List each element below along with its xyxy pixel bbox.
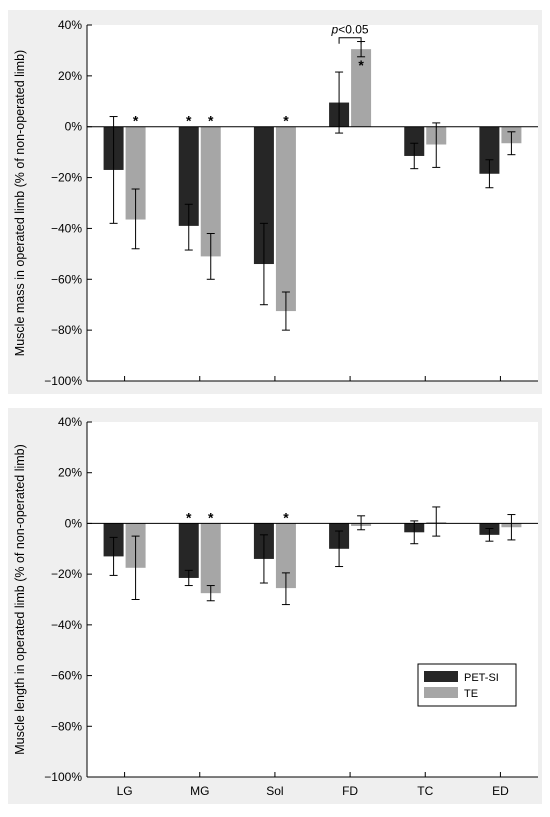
significance-star: * bbox=[133, 113, 139, 129]
legend: PET-SI TE bbox=[417, 663, 517, 707]
bar-te-mg bbox=[200, 523, 221, 594]
x-tick-label: TC bbox=[417, 784, 433, 798]
legend-swatch bbox=[424, 671, 458, 682]
y-tick-label: 40% bbox=[58, 18, 82, 32]
plot-area bbox=[87, 422, 538, 777]
bar-te-mg bbox=[200, 126, 221, 257]
legend-label: PET-SI bbox=[464, 672, 499, 684]
x-tick-label: Sol bbox=[266, 784, 283, 798]
significance-star: * bbox=[283, 509, 289, 525]
bar-te-lg bbox=[125, 126, 146, 220]
bar-pet-si-tc bbox=[404, 126, 425, 156]
bar-pet-si-ed bbox=[479, 126, 500, 174]
y-tick-label: −20% bbox=[51, 567, 82, 581]
y-tick-label: 0% bbox=[65, 120, 83, 134]
y-tick-label: −80% bbox=[51, 719, 82, 733]
y-tick-label: 0% bbox=[65, 516, 83, 530]
x-tick-label: FD bbox=[342, 784, 358, 798]
muscle-mass-chart: 40% 20% 0% −20% −40% −60% −80% −100% Muscle mass… bbox=[8, 10, 542, 394]
y-axis-label: Muscle length in operated limb (% of non… bbox=[13, 444, 27, 755]
bar-te-fd bbox=[351, 49, 372, 127]
y-tick-label: −40% bbox=[51, 618, 82, 632]
plot-area bbox=[87, 25, 538, 381]
y-tick-label: −60% bbox=[51, 272, 82, 286]
legend-label: TE bbox=[464, 688, 478, 700]
legend-swatch bbox=[424, 687, 458, 698]
p-value-label: p<0.05 bbox=[331, 23, 369, 37]
y-tick-label: −100% bbox=[44, 770, 82, 784]
y-tick-label: −100% bbox=[44, 374, 82, 388]
x-tick-label: LG bbox=[117, 784, 133, 798]
significance-star: * bbox=[283, 113, 289, 129]
y-tick-label: 40% bbox=[58, 415, 82, 429]
significance-star: * bbox=[186, 113, 192, 129]
y-tick-label: −20% bbox=[51, 171, 82, 185]
x-tick-label: ED bbox=[492, 784, 509, 798]
y-axis-label: Muscle mass in operated limb (% of non-o… bbox=[13, 50, 27, 356]
significance-star: * bbox=[208, 113, 214, 129]
y-tick-label: −80% bbox=[51, 323, 82, 337]
y-tick-label: 20% bbox=[58, 466, 82, 480]
muscle-length-chart: 40% 20% 0% −20% −40% −60% −80% −100% LG MG Sol FD TC… bbox=[8, 408, 542, 804]
significance-bracket bbox=[338, 37, 362, 44]
y-tick-label: 20% bbox=[58, 69, 82, 83]
bar-pet-si-mg bbox=[178, 523, 199, 578]
bar-pet-si-mg bbox=[178, 126, 199, 226]
bar-pet-si-sol bbox=[253, 126, 274, 265]
significance-star: * bbox=[358, 57, 364, 73]
bar-te-sol bbox=[275, 523, 296, 589]
y-tick-label: −60% bbox=[51, 669, 82, 683]
bar-te-sol bbox=[275, 126, 296, 312]
x-tick-label: MG bbox=[190, 784, 209, 798]
significance-star: * bbox=[186, 509, 192, 525]
y-tick-label: −40% bbox=[51, 221, 82, 235]
significance-star: * bbox=[208, 509, 214, 525]
